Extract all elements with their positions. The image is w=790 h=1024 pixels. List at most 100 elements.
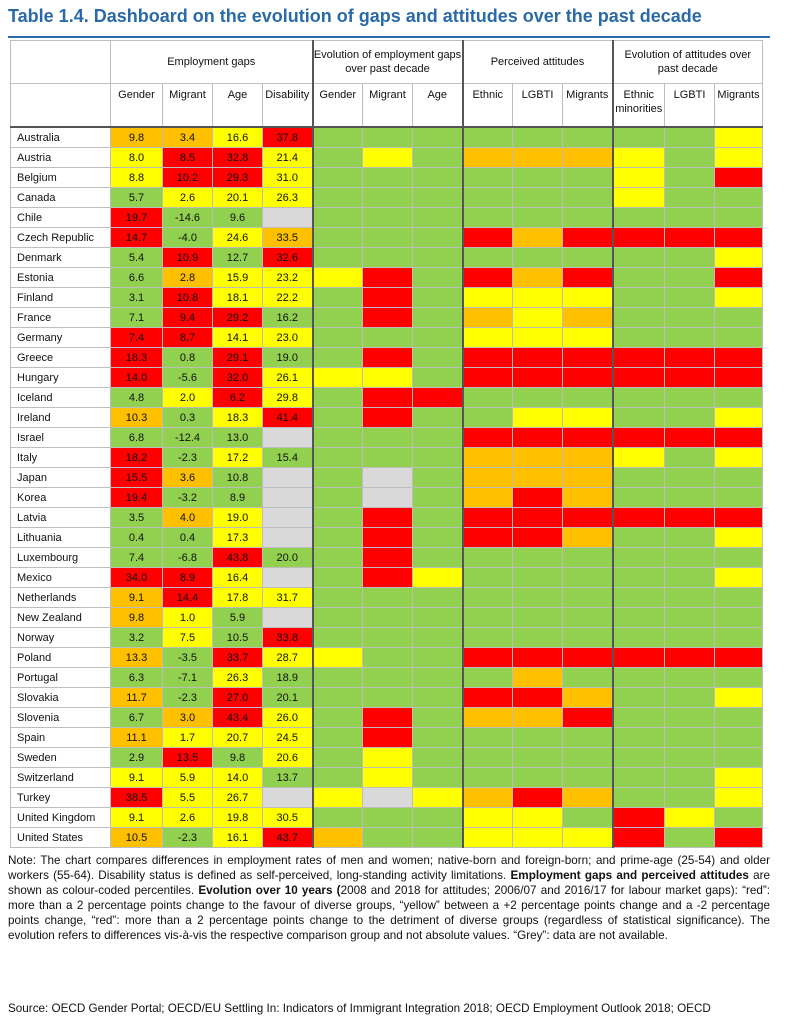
gap-value-cell: 23.0 bbox=[262, 327, 313, 348]
evolution-attitude-cell bbox=[611, 267, 665, 288]
evolution-attitude-cell bbox=[611, 707, 665, 728]
evolution-gap-cell bbox=[311, 126, 363, 148]
gap-value-cell: 26.1 bbox=[262, 367, 313, 388]
attitude-cell bbox=[461, 167, 513, 188]
evolution-gap-cell bbox=[362, 747, 413, 768]
note-bold-text: Evolution over 10 years ( bbox=[198, 884, 341, 897]
evolution-gap-cell bbox=[412, 767, 463, 788]
evolution-attitude-cell bbox=[714, 327, 763, 348]
gap-value-cell: 20.0 bbox=[262, 547, 313, 568]
gap-value-cell: -7.1 bbox=[162, 667, 213, 688]
evolution-gap-cell bbox=[412, 287, 463, 308]
country-cell: Italy bbox=[10, 447, 111, 468]
evolution-attitude-cell bbox=[664, 567, 715, 588]
evolution-gap-cell bbox=[412, 527, 463, 548]
gap-value-cell: 26.3 bbox=[212, 667, 263, 688]
evolution-attitude-cell bbox=[714, 827, 763, 848]
table-row: Poland 13.3 -3.5 33.7 28.7 bbox=[10, 647, 763, 668]
evolution-gap-cell bbox=[311, 147, 363, 168]
evolution-attitude-cell bbox=[714, 767, 763, 788]
gap-value-cell: 29.1 bbox=[212, 347, 263, 368]
evolution-attitude-cell bbox=[664, 707, 715, 728]
gap-value-cell: 6.2 bbox=[212, 387, 263, 408]
table-row: Netherlands 9.1 14.4 17.8 31.7 bbox=[10, 587, 763, 608]
evolution-gap-cell bbox=[311, 267, 363, 288]
evolution-attitude-cell bbox=[611, 287, 665, 308]
country-cell: Korea bbox=[10, 487, 111, 508]
table-row: Austria 8.0 8.5 32.8 21.4 bbox=[10, 147, 763, 168]
evolution-attitude-cell bbox=[664, 287, 715, 308]
gap-value-cell: 3.6 bbox=[162, 467, 213, 488]
column-header: LGBTI bbox=[512, 83, 563, 128]
country-cell: Greece bbox=[10, 347, 111, 368]
evolution-attitude-cell bbox=[664, 487, 715, 508]
country-cell: New Zealand bbox=[10, 607, 111, 628]
column-header-row: Gender Migrant Age Disability Gender Migrant A… bbox=[10, 83, 763, 128]
attitude-cell bbox=[512, 407, 563, 428]
evolution-attitude-cell bbox=[611, 387, 665, 408]
evolution-attitude-cell bbox=[714, 487, 763, 508]
gap-value-cell: 23.2 bbox=[262, 267, 313, 288]
evolution-attitude-cell bbox=[664, 747, 715, 768]
evolution-gap-cell bbox=[311, 467, 363, 488]
attitude-cell bbox=[512, 287, 563, 308]
attitude-cell bbox=[562, 587, 613, 608]
gap-value-cell: -2.3 bbox=[162, 447, 213, 468]
evolution-gap-cell bbox=[412, 827, 463, 848]
evolution-attitude-cell bbox=[664, 367, 715, 388]
evolution-attitude-cell bbox=[611, 567, 665, 588]
evolution-gap-cell bbox=[311, 307, 363, 328]
attitude-cell bbox=[562, 227, 613, 248]
gap-value-cell: 17.3 bbox=[212, 527, 263, 548]
gap-value-cell: 10.5 bbox=[212, 627, 263, 648]
evolution-attitude-cell bbox=[714, 627, 763, 648]
evolution-attitude-cell bbox=[714, 807, 763, 828]
attitude-cell bbox=[562, 347, 613, 368]
attitude-cell bbox=[461, 126, 513, 148]
gap-value-cell: 0.4 bbox=[110, 527, 163, 548]
table-row: Australia 9.8 3.4 16.6 37.8 bbox=[10, 126, 763, 148]
gap-value-cell: 10.8 bbox=[162, 287, 213, 308]
evolution-gap-cell bbox=[362, 367, 413, 388]
evolution-attitude-cell bbox=[714, 507, 763, 528]
country-cell: Portugal bbox=[10, 667, 111, 688]
evolution-attitude-cell bbox=[611, 727, 665, 748]
evolution-attitude-cell bbox=[714, 687, 763, 708]
evolution-attitude-cell bbox=[611, 207, 665, 228]
attitude-cell bbox=[562, 787, 613, 808]
gap-value-cell: 22.2 bbox=[262, 287, 313, 308]
attitude-cell bbox=[461, 547, 513, 568]
country-cell: Latvia bbox=[10, 507, 111, 528]
evolution-attitude-cell bbox=[664, 327, 715, 348]
attitude-cell bbox=[461, 387, 513, 408]
evolution-attitude-cell bbox=[664, 187, 715, 208]
evolution-gap-cell bbox=[362, 187, 413, 208]
evolution-attitude-cell bbox=[611, 367, 665, 388]
country-cell: Poland bbox=[10, 647, 111, 668]
attitude-cell bbox=[512, 787, 563, 808]
group-header: Evolution of employment gaps over past d… bbox=[311, 40, 463, 84]
evolution-attitude-cell bbox=[664, 247, 715, 268]
gap-value-cell: 32.8 bbox=[212, 147, 263, 168]
evolution-attitude-cell bbox=[664, 787, 715, 808]
gap-value-cell: 8.5 bbox=[162, 147, 213, 168]
evolution-gap-cell bbox=[412, 507, 463, 528]
attitude-cell bbox=[461, 187, 513, 208]
table-row: Italy 18.2 -2.3 17.2 15.4 bbox=[10, 447, 763, 468]
country-cell: Slovenia bbox=[10, 707, 111, 728]
attitude-cell bbox=[562, 807, 613, 828]
attitude-cell bbox=[562, 707, 613, 728]
evolution-attitude-cell bbox=[664, 587, 715, 608]
attitude-cell bbox=[512, 827, 563, 848]
evolution-gap-cell bbox=[362, 167, 413, 188]
country-cell: Luxembourg bbox=[10, 547, 111, 568]
table-row: France 7.1 9.4 29.2 16.2 bbox=[10, 307, 763, 328]
evolution-attitude-cell bbox=[714, 427, 763, 448]
evolution-gap-cell bbox=[412, 167, 463, 188]
evolution-attitude-cell bbox=[611, 587, 665, 608]
attitude-cell bbox=[461, 227, 513, 248]
attitude-cell bbox=[512, 767, 563, 788]
evolution-attitude-cell bbox=[611, 407, 665, 428]
group-header: Perceived attitudes bbox=[461, 40, 613, 84]
gap-value-cell: -14.6 bbox=[162, 207, 213, 228]
